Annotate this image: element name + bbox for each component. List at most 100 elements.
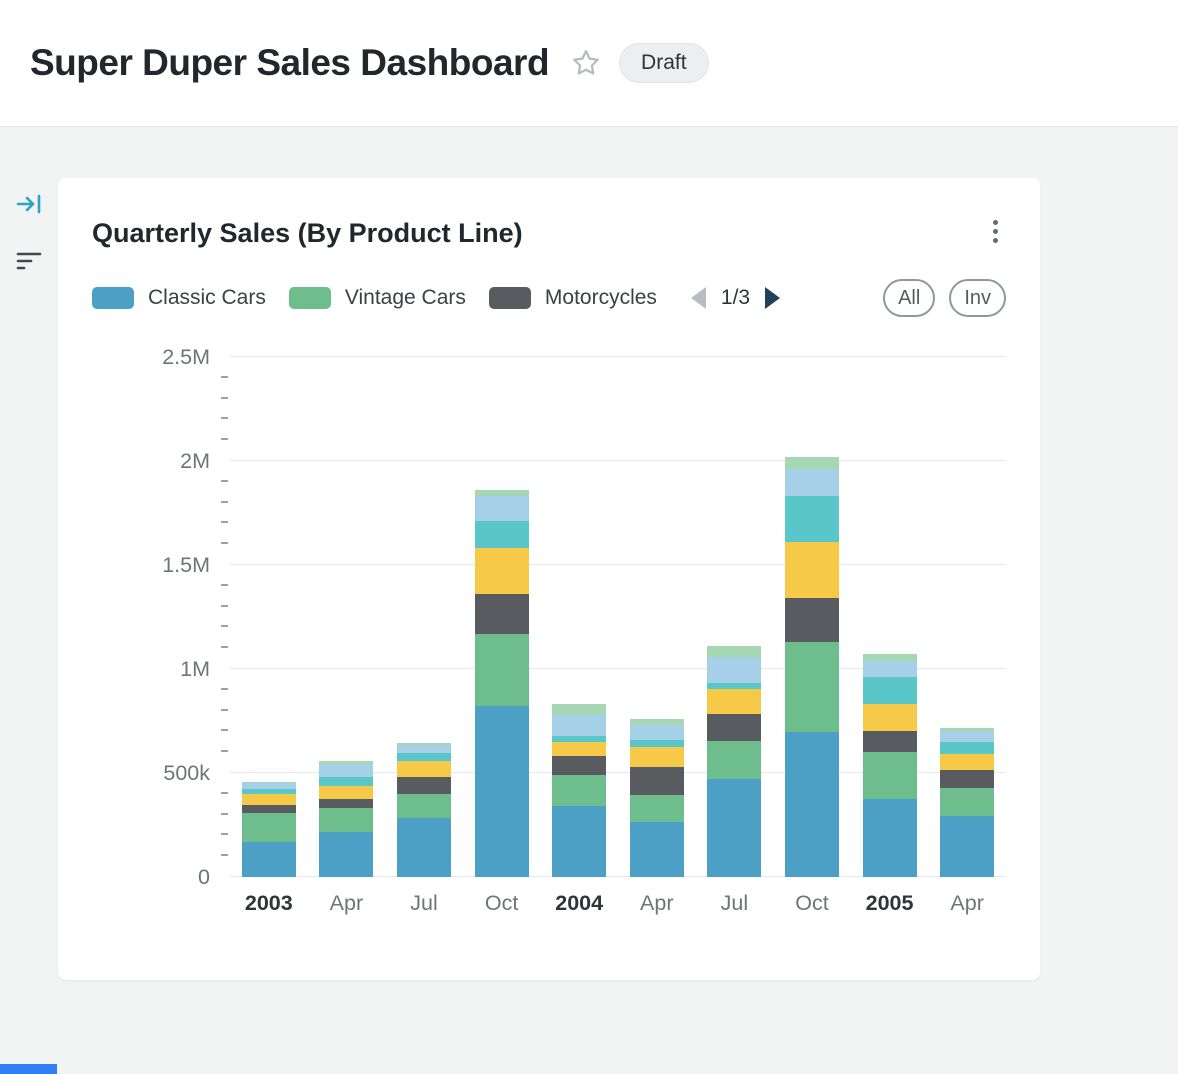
bar-stack — [396, 742, 451, 877]
side-rail — [0, 178, 58, 270]
bar-segment[interactable] — [396, 817, 451, 877]
bar-group[interactable] — [385, 357, 463, 877]
bar-segment[interactable] — [474, 548, 529, 595]
pager-next-icon[interactable] — [765, 287, 781, 309]
bar-segment[interactable] — [784, 456, 839, 470]
all-button[interactable]: All — [883, 279, 936, 317]
bar-segment[interactable] — [784, 542, 839, 599]
bar-segment[interactable] — [784, 496, 839, 543]
bar-segment[interactable] — [940, 741, 995, 755]
gridline — [230, 772, 1006, 773]
legend-item[interactable]: Classic Cars — [92, 286, 266, 310]
bar-segment[interactable] — [241, 788, 296, 794]
bar-segment[interactable] — [241, 841, 296, 877]
bar-segment[interactable] — [784, 469, 839, 497]
y-axis-minor-tick — [221, 542, 228, 545]
bar-segment[interactable] — [474, 496, 529, 522]
bar-segment[interactable] — [862, 752, 917, 799]
bar-segment[interactable] — [319, 799, 374, 809]
bar-segment[interactable] — [552, 735, 607, 742]
legend-item[interactable]: Vintage Cars — [288, 286, 466, 310]
bar-segment[interactable] — [396, 742, 451, 745]
bar-segment[interactable] — [629, 794, 684, 822]
bar-segment[interactable] — [552, 775, 607, 807]
bar-segment[interactable] — [319, 777, 374, 786]
bar-segment[interactable] — [474, 490, 529, 497]
bar-segment[interactable] — [862, 660, 917, 678]
bar-segment[interactable] — [396, 753, 451, 761]
bar-segment[interactable] — [552, 714, 607, 736]
legend-item[interactable]: Motorcycles — [488, 286, 657, 310]
inv-button[interactable]: Inv — [949, 279, 1006, 317]
bar-segment[interactable] — [707, 740, 762, 780]
bar-segment[interactable] — [629, 718, 684, 726]
bar-segment[interactable] — [629, 725, 684, 740]
gridlines — [230, 356, 1006, 877]
bar-segment[interactable] — [940, 769, 995, 788]
filter-icon[interactable] — [16, 250, 42, 270]
bar-segment[interactable] — [707, 713, 762, 741]
bar-segment[interactable] — [241, 783, 296, 789]
bar-segment[interactable] — [241, 782, 296, 784]
bar-segment[interactable] — [319, 763, 374, 778]
bar-segment[interactable] — [629, 739, 684, 748]
kebab-menu-icon[interactable] — [985, 210, 1006, 253]
bar-group[interactable] — [618, 357, 696, 877]
favorite-star-icon[interactable] — [571, 48, 601, 78]
bar-segment[interactable] — [319, 785, 374, 800]
bar-segment[interactable] — [474, 521, 529, 549]
bar-group[interactable] — [851, 357, 929, 877]
bar-segment[interactable] — [940, 754, 995, 770]
bar-segment[interactable] — [784, 732, 839, 877]
bar-segment[interactable] — [474, 706, 529, 877]
bar-segment[interactable] — [940, 787, 995, 816]
bar-group[interactable] — [463, 357, 541, 877]
bar-segment[interactable] — [707, 688, 762, 714]
bar-segment[interactable] — [241, 812, 296, 842]
bar-segment[interactable] — [862, 799, 917, 877]
bar-segment[interactable] — [629, 821, 684, 877]
bar-segment[interactable] — [319, 808, 374, 833]
bar-segment[interactable] — [474, 633, 529, 707]
bar-segment[interactable] — [474, 594, 529, 634]
bar-group[interactable] — [773, 357, 851, 877]
bar-segment[interactable] — [396, 777, 451, 794]
bar-segment[interactable] — [241, 793, 296, 806]
bar-group[interactable] — [540, 357, 618, 877]
bar-segment[interactable] — [629, 766, 684, 795]
bar-segment[interactable] — [629, 747, 684, 767]
bar-group[interactable] — [696, 357, 774, 877]
bar-segment[interactable] — [784, 598, 839, 642]
bar-segment[interactable] — [319, 760, 374, 764]
y-axis-minor-tick — [221, 396, 228, 399]
bar-segment[interactable] — [784, 641, 839, 733]
y-axis: 0 500k 1M 1.5M 2M 2.5M — [92, 345, 230, 889]
collapse-panel-icon[interactable] — [16, 192, 42, 216]
pager-prev-icon[interactable] — [690, 287, 706, 309]
bar-segment[interactable] — [319, 832, 374, 877]
bar-segment[interactable] — [862, 677, 917, 705]
bar-segment[interactable] — [862, 654, 917, 661]
bar-segment[interactable] — [862, 704, 917, 732]
bar-segment[interactable] — [707, 656, 762, 683]
bar-segment[interactable] — [396, 745, 451, 754]
bar-group[interactable] — [308, 357, 386, 877]
bar-segment[interactable] — [940, 731, 995, 742]
bar-segment[interactable] — [707, 646, 762, 657]
bar-group[interactable] — [928, 357, 1006, 877]
bar-segment[interactable] — [552, 756, 607, 776]
bar-segment[interactable] — [707, 682, 762, 689]
bar-segment[interactable] — [396, 760, 451, 778]
bar-segment[interactable] — [552, 704, 607, 715]
x-axis-label: Apr — [329, 891, 364, 915]
bar-segment[interactable] — [862, 731, 917, 753]
bar-segment[interactable] — [552, 741, 607, 757]
bar-segment[interactable] — [940, 815, 995, 877]
bar-segment[interactable] — [707, 779, 762, 877]
bar-stack — [862, 654, 917, 877]
bar-segment[interactable] — [940, 728, 995, 732]
bar-segment[interactable] — [241, 805, 296, 813]
bar-segment[interactable] — [396, 793, 451, 818]
bar-group[interactable] — [230, 357, 308, 877]
bar-segment[interactable] — [552, 806, 607, 877]
